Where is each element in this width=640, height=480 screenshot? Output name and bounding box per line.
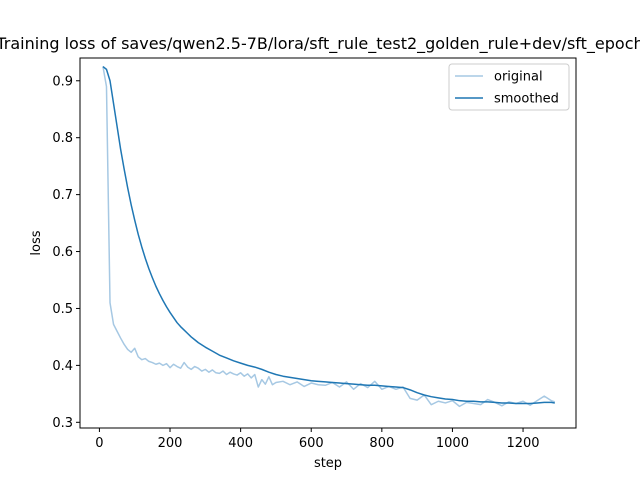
series-line-original [102,66,556,408]
legend: original smoothed [448,63,570,111]
x-tick-label: 200 [158,436,183,451]
y-tick-label: 0.4 [52,359,73,374]
x-tick-label: 800 [369,436,394,451]
y-tick-label: 0.8 [52,131,73,146]
y-axis: 0.3 0.4 0.5 0.6 0.7 0.8 0.9 [52,74,80,431]
x-tick-label: 0 [95,436,103,451]
legend-label-smoothed: smoothed [494,92,559,107]
x-tick-label: 1000 [436,436,469,451]
x-axis-label: step [314,456,342,471]
y-tick-label: 0.9 [52,74,73,89]
series-line-smoothed [102,65,555,405]
y-axis-label: loss [29,230,44,255]
x-tick-label: 400 [228,436,253,451]
y-tick-label: 0.7 [52,188,73,203]
chart-title: Training loss of saves/qwen2.5-7B/lora/s… [0,34,640,54]
x-tick-label: 1200 [506,436,539,451]
x-tick-label: 600 [299,436,324,451]
x-axis: 0 200 400 600 800 1000 1200 [95,428,540,451]
y-tick-label: 0.6 [52,245,73,260]
y-tick-label: 0.3 [52,416,73,431]
axes-frame [79,57,577,429]
legend-label-original: original [494,70,543,85]
plot-area [102,65,556,408]
y-tick-label: 0.5 [52,302,73,317]
